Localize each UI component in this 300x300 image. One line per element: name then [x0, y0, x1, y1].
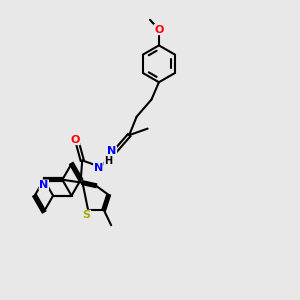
Text: O: O: [154, 25, 164, 34]
Text: N: N: [94, 164, 103, 173]
Text: H: H: [104, 156, 112, 166]
Text: S: S: [82, 210, 91, 220]
Text: N: N: [107, 146, 117, 157]
Text: O: O: [71, 135, 80, 145]
Text: N: N: [39, 180, 49, 190]
